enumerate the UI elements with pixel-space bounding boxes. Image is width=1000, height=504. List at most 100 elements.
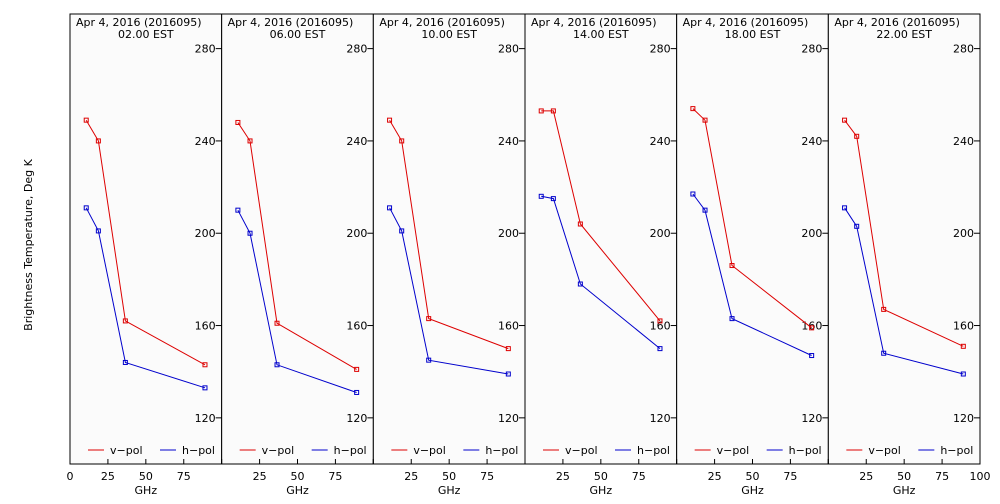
y-tick-label: 280: [346, 43, 367, 56]
y-tick-label: 200: [650, 227, 671, 240]
legend-label-h-pol: h−pol: [940, 444, 973, 457]
data-point-v-pol: [842, 117, 848, 123]
series-line-v-pol: [389, 119, 509, 350]
y-tick-label: 280: [953, 43, 974, 56]
data-point-v-pol: [809, 325, 815, 331]
panel-title-time: 06.00 EST: [270, 28, 326, 41]
data-point-v-pol: [505, 346, 511, 352]
y-tick-label: 120: [801, 412, 822, 425]
y-tick-label: 200: [801, 227, 822, 240]
legend-label-v-pol: v−pol: [110, 444, 143, 457]
x-tick-label: 25: [101, 470, 115, 483]
panel-title-time: 22.00 EST: [876, 28, 932, 41]
series-line-h-pol: [844, 207, 964, 375]
legend-label-h-pol: h−pol: [789, 444, 822, 457]
y-axis-label: Brightness Temperature, Deg K: [22, 158, 35, 330]
y-tick-label: 200: [195, 227, 216, 240]
panel-background: [373, 14, 525, 464]
series-line-v-pol: [692, 108, 812, 329]
data-point-h-pol: [83, 205, 89, 211]
data-point-v-pol: [247, 138, 253, 144]
y-tick-label: 120: [195, 412, 216, 425]
data-point-v-pol: [729, 263, 735, 269]
data-point-h-pol: [960, 371, 966, 377]
data-point-v-pol: [235, 119, 241, 125]
data-point-v-pol: [538, 108, 544, 114]
data-point-v-pol: [657, 318, 663, 324]
x-tick-label: 50: [291, 470, 305, 483]
legend-label-v-pol: v−pol: [717, 444, 750, 457]
y-tick-label: 280: [498, 43, 519, 56]
data-point-v-pol: [354, 366, 360, 372]
panel-title-date: Apr 4, 2016 (2016095): [531, 16, 657, 29]
legend-label-h-pol: h−pol: [485, 444, 518, 457]
panel-title-time: 02.00 EST: [118, 28, 174, 41]
data-point-h-pol: [354, 389, 360, 395]
legend-label-h-pol: h−pol: [637, 444, 670, 457]
panel-background: [525, 14, 677, 464]
y-tick-label: 160: [498, 320, 519, 333]
legend-label-v-pol: v−pol: [413, 444, 446, 457]
x-axis-label: GHz: [741, 484, 764, 497]
y-tick-label: 120: [346, 412, 367, 425]
legend-label-v-pol: v−pol: [262, 444, 295, 457]
series-line-v-pol: [85, 119, 206, 366]
data-point-v-pol: [550, 108, 556, 114]
data-point-v-pol: [122, 318, 128, 324]
data-point-v-pol: [83, 117, 89, 123]
y-tick-label: 160: [953, 320, 974, 333]
x-tick-label: 50: [594, 470, 608, 483]
data-point-h-pol: [729, 316, 735, 322]
y-tick-label: 160: [650, 320, 671, 333]
y-tick-label: 200: [346, 227, 367, 240]
y-tick-label: 120: [498, 412, 519, 425]
x-axis-label: GHz: [438, 484, 461, 497]
x-tick-label: 75: [480, 470, 494, 483]
legend-label-v-pol: v−pol: [868, 444, 901, 457]
data-point-h-pol: [387, 205, 393, 211]
panel-title-time: 14.00 EST: [573, 28, 629, 41]
x-tick-label: 25: [253, 470, 267, 483]
panel-title-date: Apr 4, 2016 (2016095): [683, 16, 809, 29]
x-tick-label: 50: [442, 470, 456, 483]
x-tick-label: 75: [783, 470, 797, 483]
x-tick-label: 100: [970, 470, 991, 483]
y-tick-label: 160: [346, 320, 367, 333]
data-point-h-pol: [505, 371, 511, 377]
data-point-v-pol: [426, 316, 432, 322]
x-tick-label: 50: [746, 470, 760, 483]
panel-6: 120 160 200 240 280 25 50 75 100 GHz Apr 4, 2016 (…: [827, 13, 991, 497]
series-line-h-pol: [541, 195, 661, 349]
x-tick-label: 75: [328, 470, 342, 483]
series-line-v-pol: [844, 119, 964, 347]
y-tick-label: 160: [195, 320, 216, 333]
x-tick-label: 25: [404, 470, 418, 483]
data-point-v-pol: [702, 117, 708, 123]
y-tick-label: 240: [498, 135, 519, 148]
panel-background: [70, 14, 222, 464]
panel-background: [828, 14, 980, 464]
panel-title-date: Apr 4, 2016 (2016095): [379, 16, 505, 29]
data-point-h-pol: [690, 191, 696, 197]
data-point-v-pol: [960, 343, 966, 349]
panel-4: 120 160 200 240 280 25 50 75 GHz Apr 4, 2016 (201…: [524, 13, 678, 497]
data-point-h-pol: [538, 193, 544, 199]
x-tick-label: 25: [708, 470, 722, 483]
data-point-v-pol: [690, 106, 696, 112]
data-point-h-pol: [657, 346, 663, 352]
panel-1: 120 160 200 240 280 0 25 50 75 GHz Apr 4, 2016 (20…: [67, 13, 223, 497]
y-tick-label: 240: [195, 135, 216, 148]
y-tick-label: 280: [801, 43, 822, 56]
series-line-h-pol: [85, 207, 206, 389]
x-axis-label: GHz: [286, 484, 309, 497]
panel-3: 120 160 200 240 280 25 50 75 GHz Apr 4, 2016 (201…: [372, 13, 526, 497]
panel-background: [676, 14, 829, 464]
data-point-h-pol: [202, 385, 208, 391]
y-tick-label: 280: [650, 43, 671, 56]
data-point-h-pol: [247, 230, 253, 236]
data-point-h-pol: [842, 205, 848, 211]
legend-label-h-pol: h−pol: [334, 444, 367, 457]
x-axis-label: GHz: [590, 484, 613, 497]
